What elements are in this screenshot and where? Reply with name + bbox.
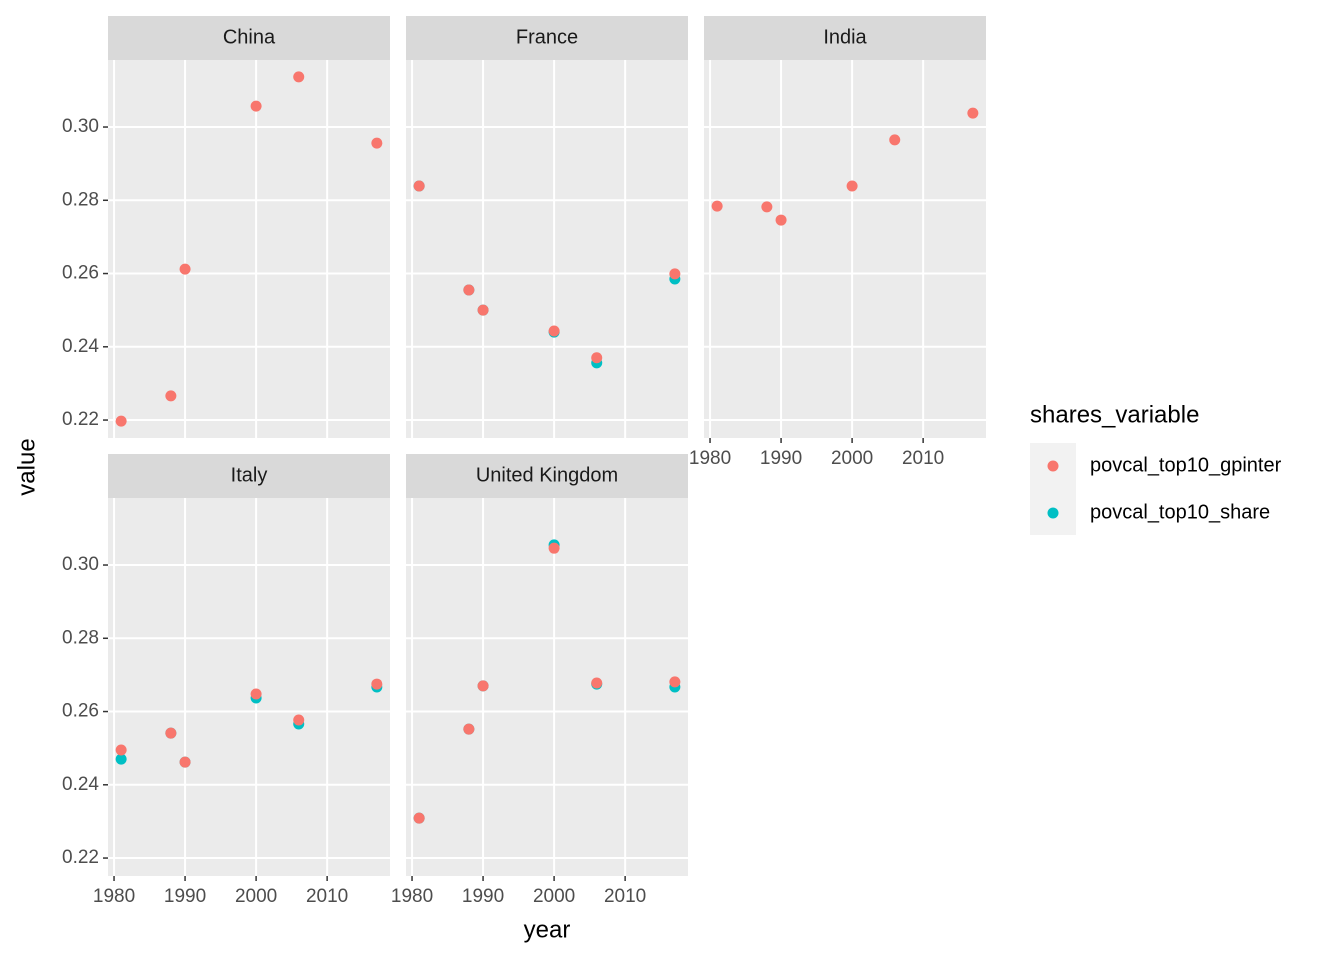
- point: [711, 200, 723, 212]
- strip-label: France: [516, 26, 578, 48]
- point: [669, 268, 681, 280]
- point: [179, 263, 191, 275]
- x-tick-label: 2000: [235, 886, 277, 907]
- point: [669, 676, 681, 688]
- point: [889, 134, 901, 146]
- panel: [108, 60, 390, 438]
- y-tick-label: 0.28: [62, 189, 99, 210]
- y-tick-label: 0.26: [62, 701, 99, 722]
- strip: [704, 16, 986, 60]
- y-tick-label: 0.30: [62, 554, 99, 575]
- point: [179, 756, 191, 768]
- x-tick-label: 1990: [760, 448, 802, 469]
- point: [250, 100, 262, 112]
- point: [548, 542, 560, 554]
- legend-title: shares_variable: [1030, 401, 1199, 428]
- panel: [406, 60, 688, 438]
- strip-label: United Kingdom: [476, 464, 618, 486]
- y-tick-label: 0.22: [62, 847, 99, 868]
- point: [463, 723, 475, 735]
- point: [761, 201, 773, 213]
- y-tick-label: 0.28: [62, 627, 99, 648]
- point: [967, 107, 979, 119]
- panel: [108, 498, 390, 876]
- point: [775, 214, 787, 226]
- x-tick-label: 2010: [902, 448, 944, 469]
- point: [463, 284, 475, 296]
- point: [115, 415, 127, 427]
- x-tick-label: 2010: [604, 886, 646, 907]
- y-tick-label: 0.24: [62, 774, 99, 795]
- y-tick-label: 0.26: [62, 263, 99, 284]
- point: [413, 180, 425, 192]
- strip: [108, 454, 390, 498]
- point: [591, 677, 603, 689]
- legend-marker: [1047, 460, 1059, 472]
- point: [371, 137, 383, 149]
- y-axis-label: value: [13, 438, 40, 495]
- point: [371, 678, 383, 690]
- y-tick-label: 0.30: [62, 116, 99, 137]
- x-tick-label: 1990: [164, 886, 206, 907]
- strip-label: India: [823, 26, 867, 48]
- x-tick-label: 2000: [831, 448, 873, 469]
- point: [165, 390, 177, 402]
- point: [477, 304, 489, 316]
- strip-label: Italy: [231, 464, 268, 486]
- y-tick-label: 0.24: [62, 336, 99, 357]
- panel: [406, 498, 688, 876]
- panel: [704, 60, 986, 438]
- point: [413, 812, 425, 824]
- x-tick-label: 2000: [533, 886, 575, 907]
- x-tick-label: 2010: [306, 886, 348, 907]
- strip: [108, 16, 390, 60]
- x-tick-label: 1990: [462, 886, 504, 907]
- point: [591, 352, 603, 364]
- x-tick-label: 1980: [93, 886, 135, 907]
- x-tick-label: 1980: [391, 886, 433, 907]
- point: [115, 744, 127, 756]
- y-tick-label: 0.22: [62, 409, 99, 430]
- point: [477, 680, 489, 692]
- point: [548, 325, 560, 337]
- legend-label: povcal_top10_share: [1090, 501, 1270, 523]
- point: [165, 727, 177, 739]
- point: [250, 688, 262, 700]
- x-tick-label: 1980: [689, 448, 731, 469]
- point: [293, 71, 305, 83]
- point: [846, 180, 858, 192]
- point: [293, 714, 305, 726]
- strip-label: China: [223, 26, 276, 48]
- x-axis-label: year: [524, 916, 571, 943]
- legend-marker: [1047, 507, 1059, 519]
- legend-key-background: [1030, 443, 1076, 535]
- strip: [406, 454, 688, 498]
- legend-label: povcal_top10_gpinter: [1090, 454, 1282, 476]
- strip: [406, 16, 688, 60]
- point: [115, 753, 127, 765]
